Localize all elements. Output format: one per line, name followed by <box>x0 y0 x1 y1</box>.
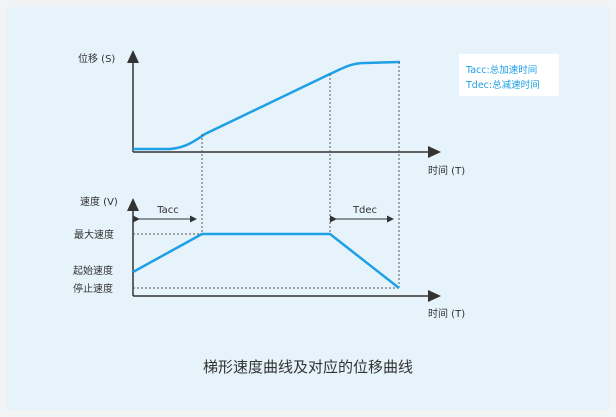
bottom-x-axis-arrow <box>428 290 441 302</box>
velocity-curve <box>132 232 400 289</box>
legend-tdec: Tdec:总减速时间 <box>466 80 540 91</box>
stop-speed-label: 停止速度 <box>73 282 113 295</box>
bottom-y-axis-arrow <box>127 198 139 211</box>
top-x-axis-arrow <box>428 146 441 158</box>
bottom-x-axis-label: 时间 (T) <box>428 307 465 320</box>
tacc-label: Tacc <box>156 205 179 216</box>
top-y-axis-arrow <box>127 50 139 63</box>
bottom-y-axis-label: 速度 (V) <box>80 195 118 208</box>
start-speed-label: 起始速度 <box>73 264 113 277</box>
legend-box: Tacc:总加速时间 Tdec:总减速时间 <box>459 54 559 96</box>
displacement-curve <box>133 60 401 151</box>
top-x-axis-label: 时间 (T) <box>428 164 465 177</box>
max-speed-label: 最大速度 <box>74 228 114 241</box>
diagram-caption: 梯形速度曲线及对应的位移曲线 <box>203 358 413 376</box>
legend-tacc: Tacc:总加速时间 <box>466 65 538 76</box>
top-y-axis-label: 位移 (S) <box>78 52 115 65</box>
tdec-label: Tdec <box>352 205 377 216</box>
